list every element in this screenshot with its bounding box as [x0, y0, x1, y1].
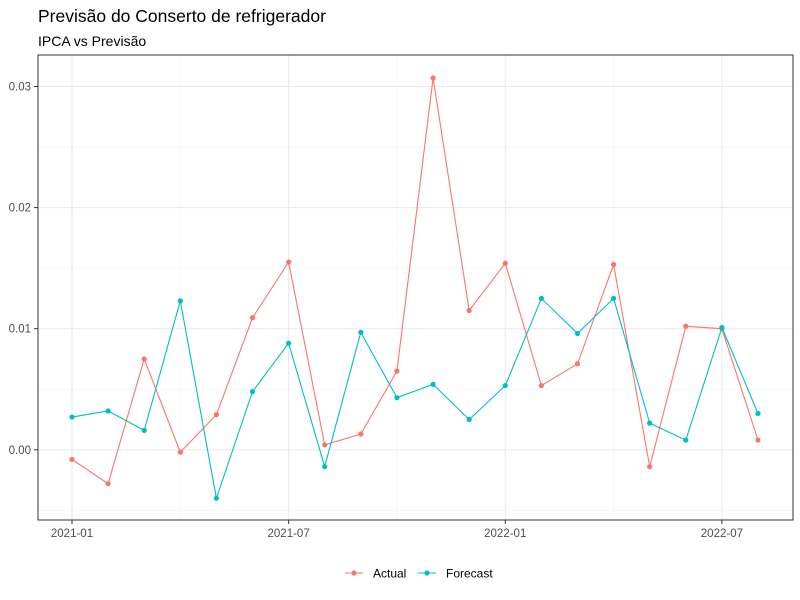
x-tick-label: 2022-07: [701, 528, 743, 540]
series-line: [71, 297, 759, 501]
data-point: [502, 382, 508, 389]
data-point: [719, 324, 725, 331]
data-point: [430, 381, 436, 387]
data-point: [322, 464, 328, 470]
x-tick-label: 2021-07: [268, 528, 310, 540]
data-point: [683, 437, 689, 443]
data-point: [177, 449, 183, 455]
grid-minor: [38, 55, 793, 520]
data-point: [466, 416, 472, 423]
data-point: [249, 389, 256, 395]
series-forecast: [69, 295, 761, 501]
x-tick-label: 2022-01: [484, 528, 526, 540]
data-point: [647, 420, 653, 426]
legend-key-point: [351, 570, 357, 576]
y-tick-label: 0.03: [9, 81, 31, 93]
data-point: [141, 427, 147, 433]
chart-title: Previsão do Conserto de refrigerador: [38, 6, 326, 26]
data-point: [358, 329, 364, 335]
grid-major: [38, 55, 793, 520]
data-point: [574, 361, 581, 367]
legend-item-forecast: Forecast: [418, 567, 493, 581]
data-point: [394, 368, 400, 374]
y-tick-label: 0.02: [9, 203, 31, 215]
data-point: [69, 414, 75, 420]
data-point: [322, 442, 328, 448]
data-point: [213, 412, 220, 418]
data-point: [466, 307, 472, 314]
data-point: [286, 340, 292, 346]
data-point: [755, 437, 761, 443]
y-axis: 0.00 0.01 0.02 0.03: [9, 81, 38, 457]
data-point: [69, 456, 75, 463]
data-point: [249, 315, 256, 321]
data-point: [286, 259, 292, 265]
panel-border: [37, 54, 794, 521]
legend-item-actual: Actual: [345, 567, 406, 581]
data-point: [538, 382, 544, 389]
data-point: [610, 261, 617, 268]
data-point: [394, 395, 400, 401]
data-point: [683, 323, 689, 329]
data-point: [105, 481, 111, 487]
data-point: [755, 410, 761, 417]
legend-label: Actual: [373, 567, 406, 581]
series-layer: [69, 75, 761, 501]
data-point: [647, 464, 653, 470]
legend: Actual Forecast: [345, 567, 493, 581]
series-line: [71, 77, 759, 485]
x-tick-label: 2021-01: [51, 528, 93, 540]
y-tick-label: 0.01: [9, 324, 31, 336]
chart-subtitle: IPCA vs Previsão: [38, 33, 147, 49]
data-point: [574, 330, 581, 337]
series-actual: [69, 75, 761, 487]
data-point: [213, 495, 220, 501]
x-axis: 2021-01 2021-07 2022-01 2022-07: [51, 520, 743, 540]
data-point: [430, 75, 436, 81]
data-point: [358, 431, 364, 437]
data-point: [105, 408, 111, 414]
data-point: [538, 295, 544, 301]
data-point: [610, 295, 617, 301]
legend-label: Forecast: [446, 567, 493, 581]
data-point: [502, 260, 508, 266]
data-point: [177, 298, 183, 304]
y-tick-label: 0.00: [9, 445, 31, 457]
data-point: [141, 356, 147, 362]
legend-key-point: [424, 570, 430, 576]
